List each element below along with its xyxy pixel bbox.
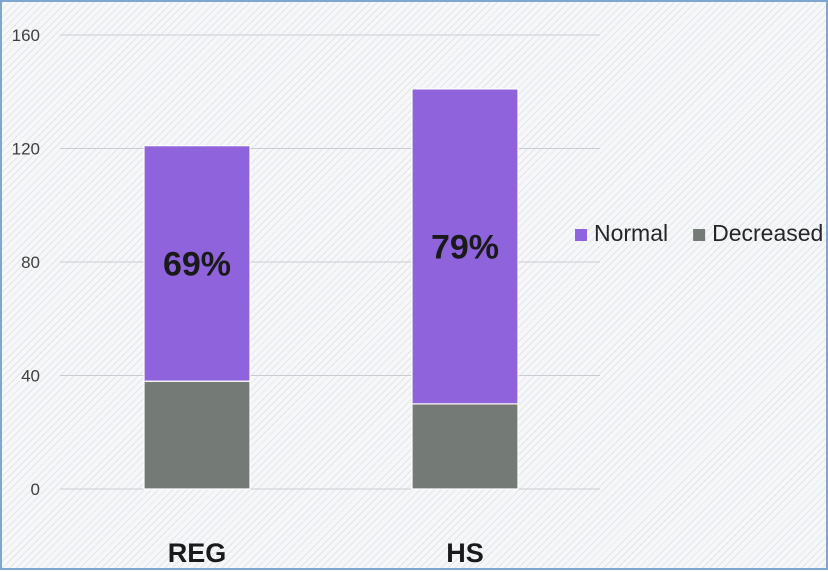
- y-tick-label: 0: [31, 480, 40, 499]
- x-category-label: HS: [446, 538, 484, 568]
- bar-decreased-reg: [143, 380, 251, 490]
- x-axis: REG HS: [168, 538, 484, 568]
- y-tick-label: 80: [21, 253, 40, 272]
- legend-label-decreased: Decreased: [712, 220, 823, 246]
- y-tick-label: 160: [12, 26, 40, 45]
- bars: 69% 79%: [143, 88, 519, 490]
- bar-normal-hs: [411, 88, 519, 405]
- data-label: 79%: [431, 228, 499, 266]
- bar-decreased-hs: [411, 403, 519, 490]
- x-category-label: REG: [168, 538, 227, 568]
- bar-normal-reg: [143, 145, 251, 382]
- y-tick-label: 40: [21, 367, 40, 386]
- y-tick-label: 120: [12, 140, 40, 159]
- legend-swatch-normal: [575, 229, 587, 241]
- legend: Normal Decreased: [575, 220, 823, 246]
- legend-swatch-decreased: [693, 229, 706, 241]
- gridlines: [60, 34, 600, 490]
- data-label: 69%: [163, 245, 231, 283]
- legend-label-normal: Normal: [594, 220, 668, 246]
- y-axis: 0 40 80 120 160: [12, 26, 40, 499]
